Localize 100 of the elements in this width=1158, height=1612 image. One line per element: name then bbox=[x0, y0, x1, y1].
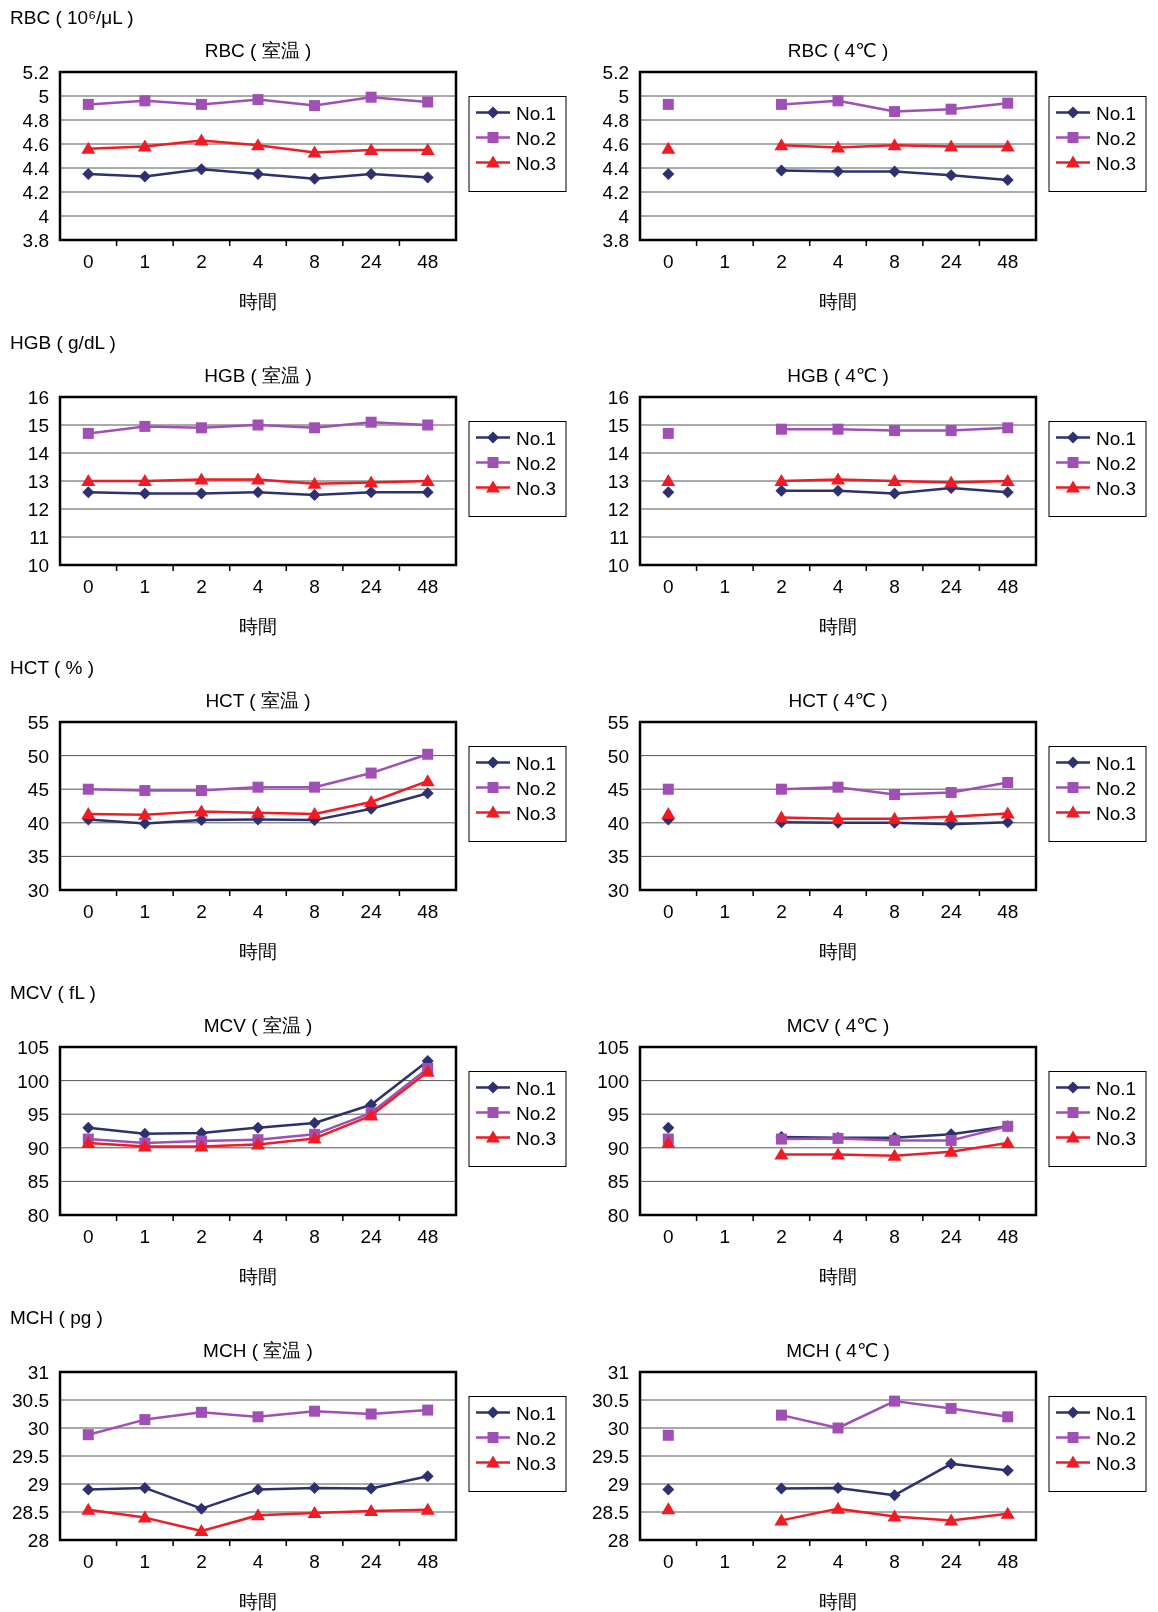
point bbox=[1000, 474, 1015, 486]
y-tick-label: 13 bbox=[27, 471, 49, 492]
x-axis-title: 時間 bbox=[239, 1266, 277, 1287]
point bbox=[775, 423, 787, 435]
chart-title: MCV ( 4℃ ) bbox=[786, 1015, 890, 1036]
point bbox=[662, 168, 675, 180]
x-axis-title: 時間 bbox=[819, 616, 857, 637]
y-tick-label: 3.8 bbox=[22, 230, 49, 251]
point bbox=[365, 416, 377, 428]
chart-title: MCH ( 室温 ) bbox=[203, 1340, 313, 1361]
y-tick-label: 12 bbox=[607, 499, 629, 520]
point bbox=[420, 774, 435, 787]
point bbox=[137, 807, 152, 820]
y-tick-label: 28 bbox=[607, 1530, 629, 1551]
chart-title: HGB ( 室温 ) bbox=[204, 365, 312, 386]
y-tick-label: 30 bbox=[27, 880, 49, 901]
y-tick-label: 5.2 bbox=[602, 62, 629, 83]
y-tick-label: 45 bbox=[27, 779, 49, 801]
y-tick-label: 105 bbox=[17, 1037, 49, 1058]
y-tick-label: 4.2 bbox=[22, 182, 49, 203]
y-tick-label: 85 bbox=[607, 1171, 629, 1193]
legend-label: No.1 bbox=[516, 102, 557, 124]
y-tick-label: 40 bbox=[27, 812, 49, 834]
y-tick-label: 29 bbox=[607, 1474, 629, 1495]
legend-label: No.3 bbox=[1096, 802, 1137, 824]
point bbox=[661, 807, 676, 820]
point bbox=[307, 145, 322, 158]
point bbox=[775, 783, 787, 795]
point bbox=[308, 489, 321, 501]
legend-label: No.2 bbox=[516, 127, 557, 149]
point bbox=[195, 487, 208, 500]
y-tick-label: 40 bbox=[607, 812, 629, 834]
point bbox=[944, 1513, 959, 1526]
legend-label: No.1 bbox=[1096, 752, 1137, 774]
point bbox=[307, 1506, 322, 1519]
x-axis-title: 時間 bbox=[819, 941, 857, 962]
point bbox=[309, 1405, 321, 1417]
y-tick-label: 13 bbox=[607, 471, 629, 492]
point bbox=[1000, 1136, 1015, 1149]
point bbox=[944, 809, 959, 822]
y-tick-label: 15 bbox=[607, 415, 629, 436]
x-axis-title: 時間 bbox=[239, 1591, 277, 1612]
point bbox=[774, 810, 789, 823]
legend-label: No.2 bbox=[1096, 1427, 1137, 1449]
text: MCH ( pg ) bbox=[10, 1307, 103, 1328]
point bbox=[774, 1147, 789, 1160]
y-tick-label: 5 bbox=[38, 86, 49, 107]
legend-label: No.3 bbox=[516, 1127, 557, 1149]
point bbox=[195, 163, 208, 176]
y-tick-label: 5 bbox=[618, 86, 629, 107]
y-tick-label: 10 bbox=[27, 555, 49, 576]
y-tick-label: 80 bbox=[607, 1205, 629, 1226]
legend-label: No.1 bbox=[1096, 1402, 1137, 1424]
chart-title: HGB ( 4℃ ) bbox=[787, 365, 889, 386]
text: RBC ( 10⁶/μL ) bbox=[10, 7, 134, 28]
point bbox=[1001, 1464, 1014, 1477]
y-tick-label: 95 bbox=[27, 1104, 49, 1126]
point bbox=[887, 474, 902, 486]
point bbox=[775, 164, 788, 177]
point bbox=[421, 787, 434, 800]
point bbox=[662, 1121, 675, 1134]
x-axis-title: 時間 bbox=[239, 616, 277, 637]
point bbox=[137, 1510, 152, 1523]
point bbox=[945, 1134, 957, 1146]
point bbox=[831, 140, 845, 153]
y-tick-label: 35 bbox=[27, 846, 49, 868]
point bbox=[774, 474, 789, 486]
point bbox=[194, 133, 209, 146]
point bbox=[887, 1509, 902, 1522]
point bbox=[422, 748, 434, 760]
point bbox=[945, 787, 957, 799]
y-tick-label: 29.5 bbox=[592, 1446, 629, 1467]
y-tick-label: 85 bbox=[27, 1171, 49, 1193]
point bbox=[421, 486, 434, 499]
y-tick-label: 4.8 bbox=[22, 110, 49, 131]
point bbox=[421, 1470, 434, 1483]
y-tick-label: 30 bbox=[607, 1418, 629, 1439]
legend-label: No.2 bbox=[1096, 127, 1137, 149]
point bbox=[831, 472, 845, 485]
point bbox=[365, 168, 378, 180]
x-axis-title: 時間 bbox=[819, 291, 857, 312]
point bbox=[1001, 486, 1014, 499]
point bbox=[422, 419, 434, 431]
point bbox=[308, 172, 321, 185]
point bbox=[662, 1483, 675, 1496]
point bbox=[888, 165, 901, 178]
point bbox=[195, 1406, 207, 1418]
legend-label: No.1 bbox=[1096, 427, 1137, 449]
point bbox=[252, 1483, 264, 1496]
y-tick-label: 45 bbox=[607, 779, 629, 801]
x-axis-title: 時間 bbox=[819, 1591, 857, 1612]
point bbox=[252, 1411, 264, 1423]
x-axis-title: 時間 bbox=[239, 291, 277, 312]
point bbox=[252, 419, 264, 431]
point bbox=[832, 165, 844, 178]
point bbox=[888, 1489, 901, 1502]
point bbox=[309, 781, 321, 793]
point bbox=[1000, 806, 1015, 819]
point bbox=[831, 1147, 845, 1160]
legend-label: No.1 bbox=[516, 1402, 557, 1424]
